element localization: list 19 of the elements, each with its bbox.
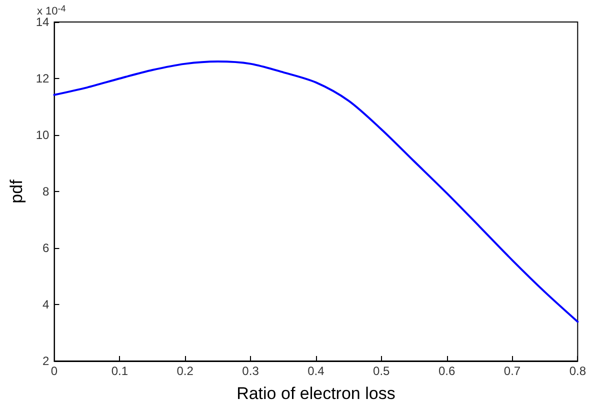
x-tick-label: 0.5 [373,364,390,378]
y-tick-label: 6 [42,241,50,255]
x-axis-title: Ratio of electron loss [236,384,396,403]
y-tick-label: 8 [42,184,50,198]
x-tick-label: 0.3 [242,364,260,378]
x-tick-label: 0 [50,364,58,378]
y-tick-label: 14 [36,15,50,29]
x-tick-label: 0.4 [308,364,325,378]
y-axis-title: pdf [7,179,26,204]
x-tick-label: 0.7 [504,364,521,378]
x-tick-label: 0.6 [438,364,456,378]
x-tick-label: 0.1 [111,364,128,378]
y-tick-label: 4 [42,298,50,312]
y-tick-label: 2 [42,354,50,368]
line-series [53,60,579,323]
x-tick-label: 0.8 [569,364,586,378]
x-tick-label: 0.2 [176,364,194,378]
y-tick-label: 10 [36,128,50,142]
y-tick-label: 12 [36,72,50,86]
